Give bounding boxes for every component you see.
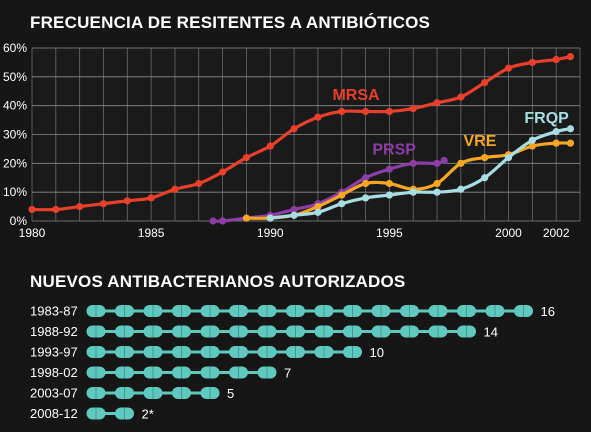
data-point-frqp <box>290 211 298 219</box>
data-point-vre <box>338 191 346 199</box>
data-point-frqp <box>566 125 575 133</box>
data-point-frqp <box>552 128 560 136</box>
y-tick-label: 10% <box>3 185 27 199</box>
x-tick-label: 1990 <box>257 226 284 240</box>
bar-value-label: 2* <box>142 407 154 422</box>
x-tick-label: 2002 <box>543 226 570 240</box>
data-point-vre <box>242 214 251 222</box>
data-point-prsp <box>433 159 441 167</box>
data-point-mrsa <box>504 64 513 72</box>
data-point-mrsa <box>171 185 179 193</box>
data-point-frqp <box>528 136 536 144</box>
data-point-mrsa <box>99 200 108 208</box>
data-point-prsp <box>209 217 217 225</box>
category-label: 1983-87 <box>30 304 78 319</box>
data-point-mrsa <box>528 58 536 67</box>
data-point-mrsa <box>457 93 465 101</box>
data-point-vre <box>433 179 441 188</box>
data-point-mrsa <box>266 142 274 150</box>
data-point-mrsa <box>361 107 370 116</box>
category-label: 2008-12 <box>30 406 78 421</box>
y-tick-label: 40% <box>3 99 27 113</box>
data-point-frqp <box>504 153 513 162</box>
category-label: 1998-02 <box>30 365 78 380</box>
data-point-mrsa <box>195 179 203 188</box>
y-tick-label: 50% <box>3 70 27 84</box>
series-label-mrsa: MRSA <box>332 87 380 104</box>
data-point-frqp <box>314 208 322 216</box>
data-point-vre <box>457 159 465 167</box>
data-point-frqp <box>338 200 346 208</box>
x-tick-label: 1995 <box>376 226 403 240</box>
data-point-prsp <box>219 217 227 225</box>
data-point-prsp <box>290 205 298 214</box>
chart-title-resistance: FRECUENCIA DE RESITENTES A ANTIBIÓTICOS <box>30 13 431 32</box>
data-point-mrsa <box>76 202 84 211</box>
data-point-frqp <box>457 185 465 193</box>
data-point-vre <box>481 153 489 162</box>
bar-value-label: 14 <box>484 325 498 340</box>
x-tick-label: 1980 <box>19 226 46 240</box>
data-point-mrsa <box>28 205 36 214</box>
y-tick-label: 60% <box>3 41 27 55</box>
category-label: 1993-97 <box>30 345 78 360</box>
data-point-frqp <box>409 188 417 196</box>
data-point-vre <box>566 139 575 147</box>
data-point-mrsa <box>290 125 298 133</box>
data-point-vre <box>361 179 370 188</box>
data-point-vre <box>385 179 393 188</box>
x-tick-label: 1985 <box>138 226 165 240</box>
data-point-mrsa <box>433 99 441 107</box>
data-point-mrsa <box>123 197 131 205</box>
data-point-frqp <box>385 191 393 199</box>
data-point-mrsa <box>338 107 346 116</box>
data-point-mrsa <box>242 153 251 162</box>
category-label: 2003-07 <box>30 386 78 401</box>
category-label: 1988-92 <box>30 324 78 339</box>
y-tick-label: 0% <box>10 214 28 228</box>
data-point-mrsa <box>147 194 155 202</box>
data-point-mrsa <box>219 168 227 176</box>
data-point-prsp <box>385 165 393 173</box>
y-tick-label: 30% <box>3 128 27 142</box>
data-point-frqp <box>361 194 370 202</box>
bar-value-label: 16 <box>541 304 555 319</box>
data-point-frqp <box>481 174 489 182</box>
bar-value-label: 10 <box>370 345 384 360</box>
x-tick-label: 2000 <box>495 226 522 240</box>
data-point-frqp <box>433 188 441 196</box>
data-point-prsp <box>440 156 448 165</box>
data-point-prsp <box>409 159 417 167</box>
bar-value-label: 7 <box>284 366 291 381</box>
series-label-frqp: FRQP <box>524 110 569 127</box>
bar-value-label: 5 <box>227 386 234 401</box>
data-point-mrsa <box>385 107 393 116</box>
data-point-prsp <box>361 174 370 182</box>
data-point-mrsa <box>409 104 417 113</box>
data-point-mrsa <box>566 53 575 61</box>
data-point-mrsa <box>314 113 322 121</box>
chart-title-new-antibacterials: NUEVOS ANTIBACTERIANOS AUTORIZADOS <box>30 272 406 291</box>
data-point-vre <box>314 202 322 211</box>
data-point-vre <box>552 139 560 147</box>
data-point-mrsa <box>481 79 489 87</box>
series-label-vre: VRE <box>463 133 496 150</box>
y-tick-label: 20% <box>3 156 27 170</box>
data-point-vre <box>528 142 536 150</box>
data-point-frqp <box>266 214 274 222</box>
data-point-mrsa <box>552 55 560 64</box>
data-point-mrsa <box>52 205 60 214</box>
series-label-prsp: PRSP <box>372 142 416 159</box>
